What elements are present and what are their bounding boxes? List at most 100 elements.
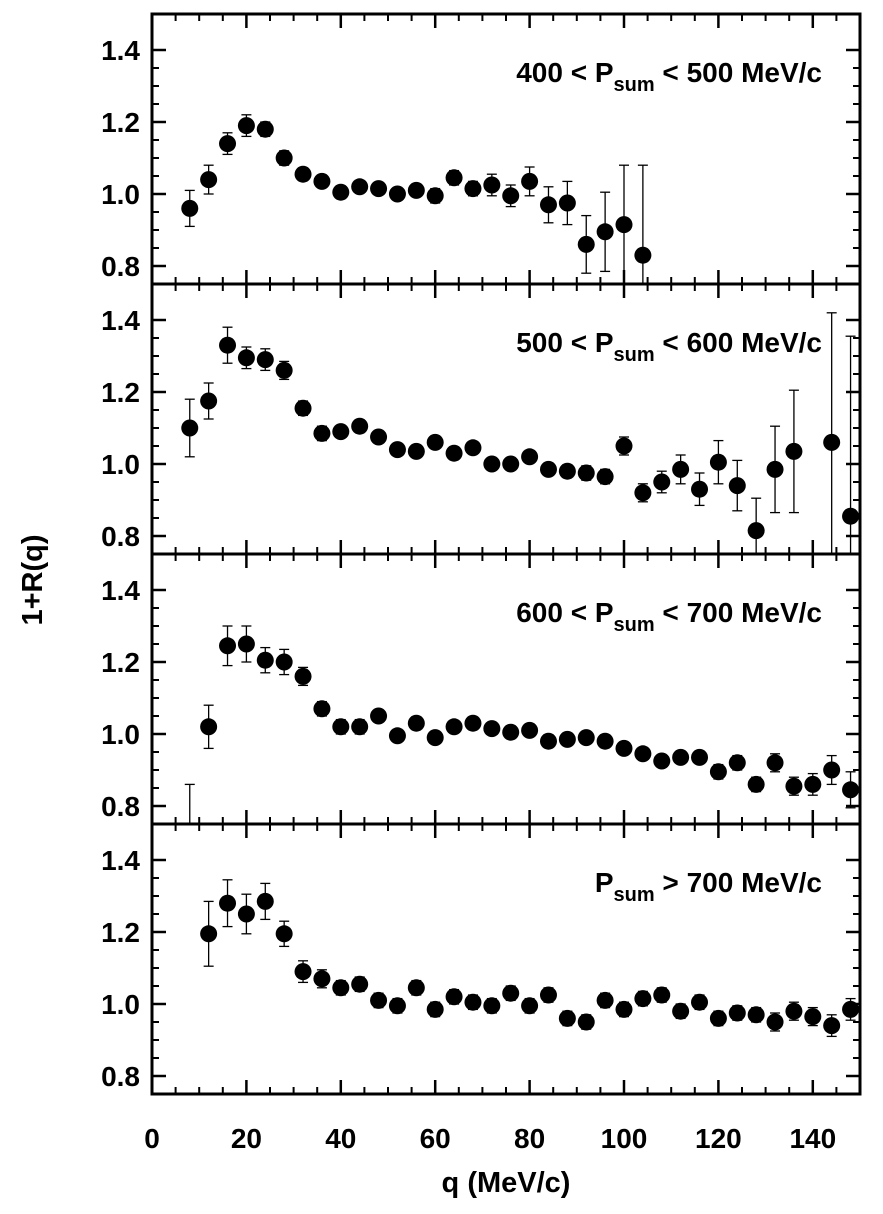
panel-label-main: P <box>595 867 614 898</box>
data-point <box>634 484 652 502</box>
data-point <box>294 399 312 417</box>
y-tick-label: 1.2 <box>101 107 140 138</box>
data-point <box>219 637 237 655</box>
data-point <box>521 997 539 1015</box>
data-point <box>577 235 595 253</box>
data-point <box>709 763 727 781</box>
y-tick-label: 1.0 <box>101 449 140 480</box>
data-point <box>521 721 539 739</box>
x-axis-label: q (MeV/c) <box>442 1167 571 1199</box>
panel-label-tail: < 700 MeV/c <box>655 597 822 628</box>
data-point <box>691 748 709 766</box>
data-point <box>332 718 350 736</box>
data-point <box>615 1000 633 1018</box>
panel-label-tail: > 700 MeV/c <box>655 867 822 898</box>
panel-label: Psum > 700 MeV/c <box>595 867 822 906</box>
panel-label-main: 500 < P <box>516 327 613 358</box>
data-point <box>351 718 369 736</box>
panel-label-subscript: sum <box>614 74 655 96</box>
data-point <box>502 723 520 741</box>
panel-label: 500 < Psum < 600 MeV/c <box>516 327 822 366</box>
y-tick-label: 1.2 <box>101 377 140 408</box>
data-point <box>766 1013 784 1031</box>
data-point <box>407 979 425 997</box>
data-point <box>521 448 539 466</box>
y-tick-label: 1.2 <box>101 647 140 678</box>
data-point <box>596 468 614 486</box>
data-point <box>804 1008 822 1026</box>
data-point <box>464 993 482 1011</box>
data-point <box>219 336 237 354</box>
data-point <box>653 986 671 1004</box>
data-point <box>200 392 218 410</box>
data-point <box>181 199 199 217</box>
data-point <box>351 975 369 993</box>
data-point <box>407 442 425 460</box>
data-point <box>426 729 444 747</box>
y-tick-label: 0.8 <box>101 521 140 552</box>
data-point <box>842 507 860 525</box>
data-point <box>842 1000 860 1018</box>
data-point <box>237 635 255 653</box>
data-point <box>294 667 312 685</box>
data-point <box>237 349 255 367</box>
data-point <box>653 752 671 770</box>
data-point <box>294 165 312 183</box>
data-point <box>728 1004 746 1022</box>
data-point <box>596 991 614 1009</box>
data-point <box>615 437 633 455</box>
data-point <box>804 775 822 793</box>
data-point <box>539 732 557 750</box>
data-point <box>256 651 274 669</box>
data-point <box>370 707 388 725</box>
data-point <box>370 428 388 446</box>
data-point <box>351 417 369 435</box>
data-point <box>577 464 595 482</box>
data-point <box>539 986 557 1004</box>
y-tick-label: 1.0 <box>101 719 140 750</box>
data-point <box>823 761 841 779</box>
panel-frame <box>150 822 862 1096</box>
data-point <box>634 990 652 1008</box>
data-point <box>823 1017 841 1035</box>
data-point <box>219 135 237 153</box>
data-point <box>785 1002 803 1020</box>
data-point <box>445 169 463 187</box>
data-point <box>237 905 255 923</box>
y-tick-label: 0.8 <box>101 791 140 822</box>
data-point <box>842 781 860 799</box>
data-point <box>445 988 463 1006</box>
data-point <box>728 477 746 495</box>
y-tick-label: 1.4 <box>101 305 140 336</box>
data-point <box>596 223 614 241</box>
x-tick-labels: 0 20 40 60 80 100 120 140 <box>144 1123 836 1154</box>
panel-label-main: 600 < P <box>516 597 613 628</box>
panel-label-subscript: sum <box>614 344 655 366</box>
data-point <box>502 455 520 473</box>
x-tick-label: 0 <box>144 1123 160 1154</box>
data-point <box>200 171 218 189</box>
data-point <box>256 892 274 910</box>
data-point <box>275 361 293 379</box>
x-tick-label: 80 <box>514 1123 545 1154</box>
data-point <box>464 180 482 198</box>
x-tick-label: 60 <box>420 1123 451 1154</box>
data-point <box>766 460 784 478</box>
data-point <box>709 453 727 471</box>
data-point <box>728 754 746 772</box>
data-point <box>672 748 690 766</box>
x-tick-label: 40 <box>325 1123 356 1154</box>
x-tick-label: 20 <box>231 1123 262 1154</box>
data-point <box>691 993 709 1011</box>
y-tick-label: 1.4 <box>101 575 140 606</box>
y-axis-label: 1+R(q) <box>17 534 49 625</box>
data-point <box>388 997 406 1015</box>
data-point <box>200 718 218 736</box>
data-point <box>313 172 331 190</box>
data-point <box>502 984 520 1002</box>
data-point <box>615 739 633 757</box>
y-tick-label: 0.8 <box>101 251 140 282</box>
